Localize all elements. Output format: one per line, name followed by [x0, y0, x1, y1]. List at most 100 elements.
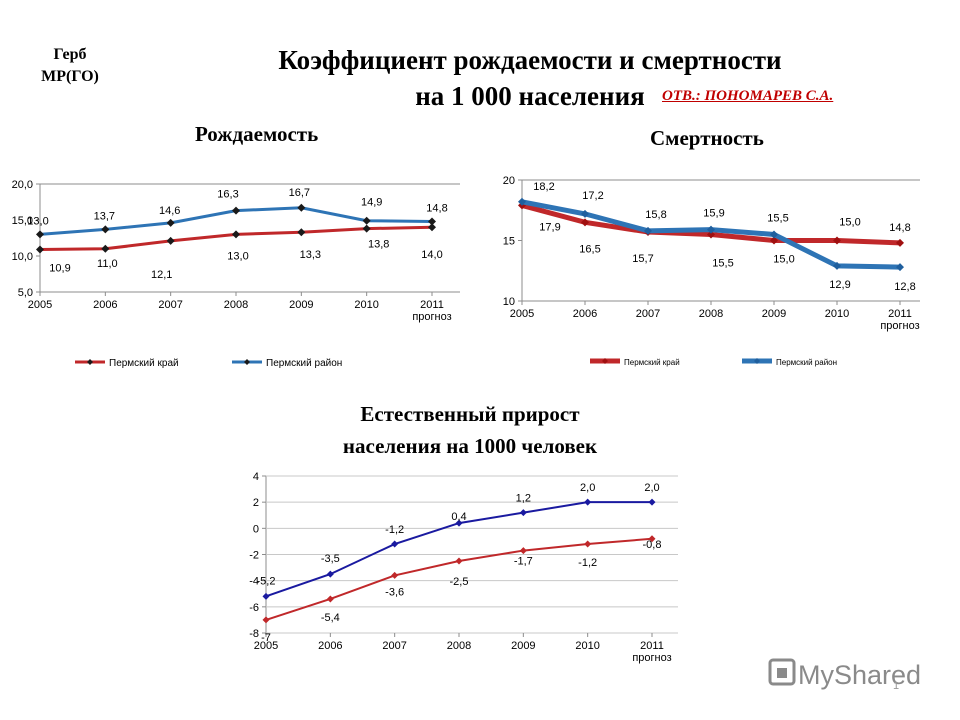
- y-tick-label: -6: [249, 602, 259, 614]
- data-label: -5,4: [321, 612, 340, 624]
- data-label: 14,8: [889, 222, 910, 234]
- y-tick-label: 15,0: [12, 215, 33, 227]
- data-point: [581, 218, 589, 227]
- y-tick-label: -8: [249, 628, 259, 640]
- data-label: 12,9: [829, 279, 850, 291]
- x-tick-label: 2006: [573, 308, 597, 320]
- data-label: 11,0: [97, 258, 118, 270]
- y-tick-label: 0: [253, 523, 259, 535]
- data-point: [166, 236, 175, 245]
- y-tick-label: 15: [503, 236, 515, 248]
- data-label: 17,2: [582, 190, 603, 202]
- x-tick-label: 2007: [382, 640, 406, 652]
- data-point: [644, 226, 652, 235]
- y-tick-label: 4: [253, 471, 259, 483]
- data-label: -3,6: [385, 586, 404, 598]
- y-tick-label: -2: [249, 550, 259, 562]
- data-label: 16,5: [579, 243, 600, 255]
- data-label: -1,2: [578, 557, 597, 569]
- data-point: [584, 540, 592, 548]
- data-label: 12,1: [151, 269, 172, 281]
- data-point: [262, 592, 270, 600]
- x-tick-label: 2009: [289, 299, 313, 311]
- data-label: -2,5: [450, 576, 469, 588]
- death-rate-heading: Смертность: [650, 126, 764, 150]
- y-tick-label: 10,0: [12, 251, 33, 263]
- x-tick-label: 2008: [447, 640, 471, 652]
- data-point: [101, 225, 110, 234]
- x-tick-label: 2006: [93, 299, 117, 311]
- data-point: [362, 224, 371, 233]
- data-point: [581, 209, 589, 218]
- data-label: 1,2: [516, 493, 531, 505]
- data-label: 15,9: [703, 208, 724, 220]
- data-point: [584, 498, 592, 506]
- birth-rate-chart: 5,0 10,0 15,0 20,0 2005 2006 2007 2008 2009 2010 2…: [12, 179, 460, 369]
- data-point: [770, 230, 778, 239]
- data-point: [833, 236, 841, 245]
- x-tick-label: 2005: [28, 299, 52, 311]
- y-tick-label: 20: [503, 175, 515, 187]
- data-point: [896, 263, 904, 272]
- x-tick-label: прогноз: [880, 320, 919, 332]
- x-tick-label: 2008: [224, 299, 248, 311]
- birth-rate-heading: Рождаемость: [195, 122, 319, 146]
- data-label: -5,2: [257, 575, 276, 587]
- legend-label: Пермский район: [776, 358, 837, 367]
- x-tick-label: 2005: [510, 308, 534, 320]
- data-label: 14,6: [159, 205, 180, 217]
- data-label: 2,0: [644, 482, 659, 494]
- data-point: [166, 218, 175, 227]
- x-tick-label: прогноз: [632, 652, 671, 664]
- natural-growth-chart: -8 -6 -4 -2 0 2 4 2005 2006 2007 2008 2009 2010 2011п…: [249, 471, 678, 664]
- data-point: [648, 498, 656, 506]
- myshared-watermark: MyShared: [768, 658, 921, 690]
- data-label: 17,9: [539, 221, 560, 233]
- data-label: -1,7: [514, 556, 533, 568]
- data-label: 14,8: [426, 202, 447, 214]
- data-label: 15,0: [839, 217, 860, 229]
- x-tick-label: 2008: [699, 308, 723, 320]
- data-label: 2,0: [580, 482, 595, 494]
- x-tick-label: 2010: [354, 299, 378, 311]
- x-tick-label: 2011: [420, 299, 444, 311]
- x-tick-label: 2005: [254, 640, 278, 652]
- x-tick-label: 2010: [825, 308, 849, 320]
- data-point: [770, 236, 778, 245]
- natural-growth-heading: Естественный прирост населения на 1000 ч…: [342, 402, 598, 458]
- data-label: 12,8: [894, 281, 915, 293]
- data-point: [519, 547, 527, 555]
- data-point: [707, 225, 715, 234]
- data-point: [297, 203, 306, 212]
- legend-marker: [602, 358, 608, 364]
- data-label: -3,5: [321, 553, 340, 565]
- legend-marker: [244, 359, 250, 365]
- x-tick-label: 2011: [640, 640, 664, 652]
- data-point: [326, 595, 334, 603]
- legend-label: Пермский край: [109, 358, 179, 369]
- legend-marker: [87, 359, 93, 365]
- data-point: [391, 571, 399, 579]
- data-point: [428, 223, 436, 232]
- data-label: 10,9: [49, 263, 70, 275]
- data-point: [297, 228, 306, 237]
- data-label: 14,9: [361, 197, 382, 209]
- data-point: [833, 261, 841, 270]
- data-point: [896, 238, 904, 247]
- y-tick-label: 20,0: [12, 179, 33, 191]
- legend-marker: [754, 358, 760, 364]
- data-label: 15,8: [645, 209, 666, 221]
- x-tick-label: 2009: [511, 640, 535, 652]
- data-label: 18,2: [533, 181, 554, 193]
- data-point: [232, 206, 240, 215]
- legend-label: Пермский район: [266, 358, 342, 369]
- data-label: 0,4: [451, 511, 466, 523]
- y-tick-label: 10: [503, 296, 515, 308]
- data-label: 15,7: [632, 253, 653, 265]
- emblem-placeholder: Герб МР(ГО): [41, 46, 99, 85]
- data-point: [36, 230, 44, 239]
- x-tick-label: 2006: [318, 640, 342, 652]
- data-label: 13,8: [368, 239, 389, 251]
- data-point: [262, 616, 270, 624]
- x-tick-label: 2009: [762, 308, 786, 320]
